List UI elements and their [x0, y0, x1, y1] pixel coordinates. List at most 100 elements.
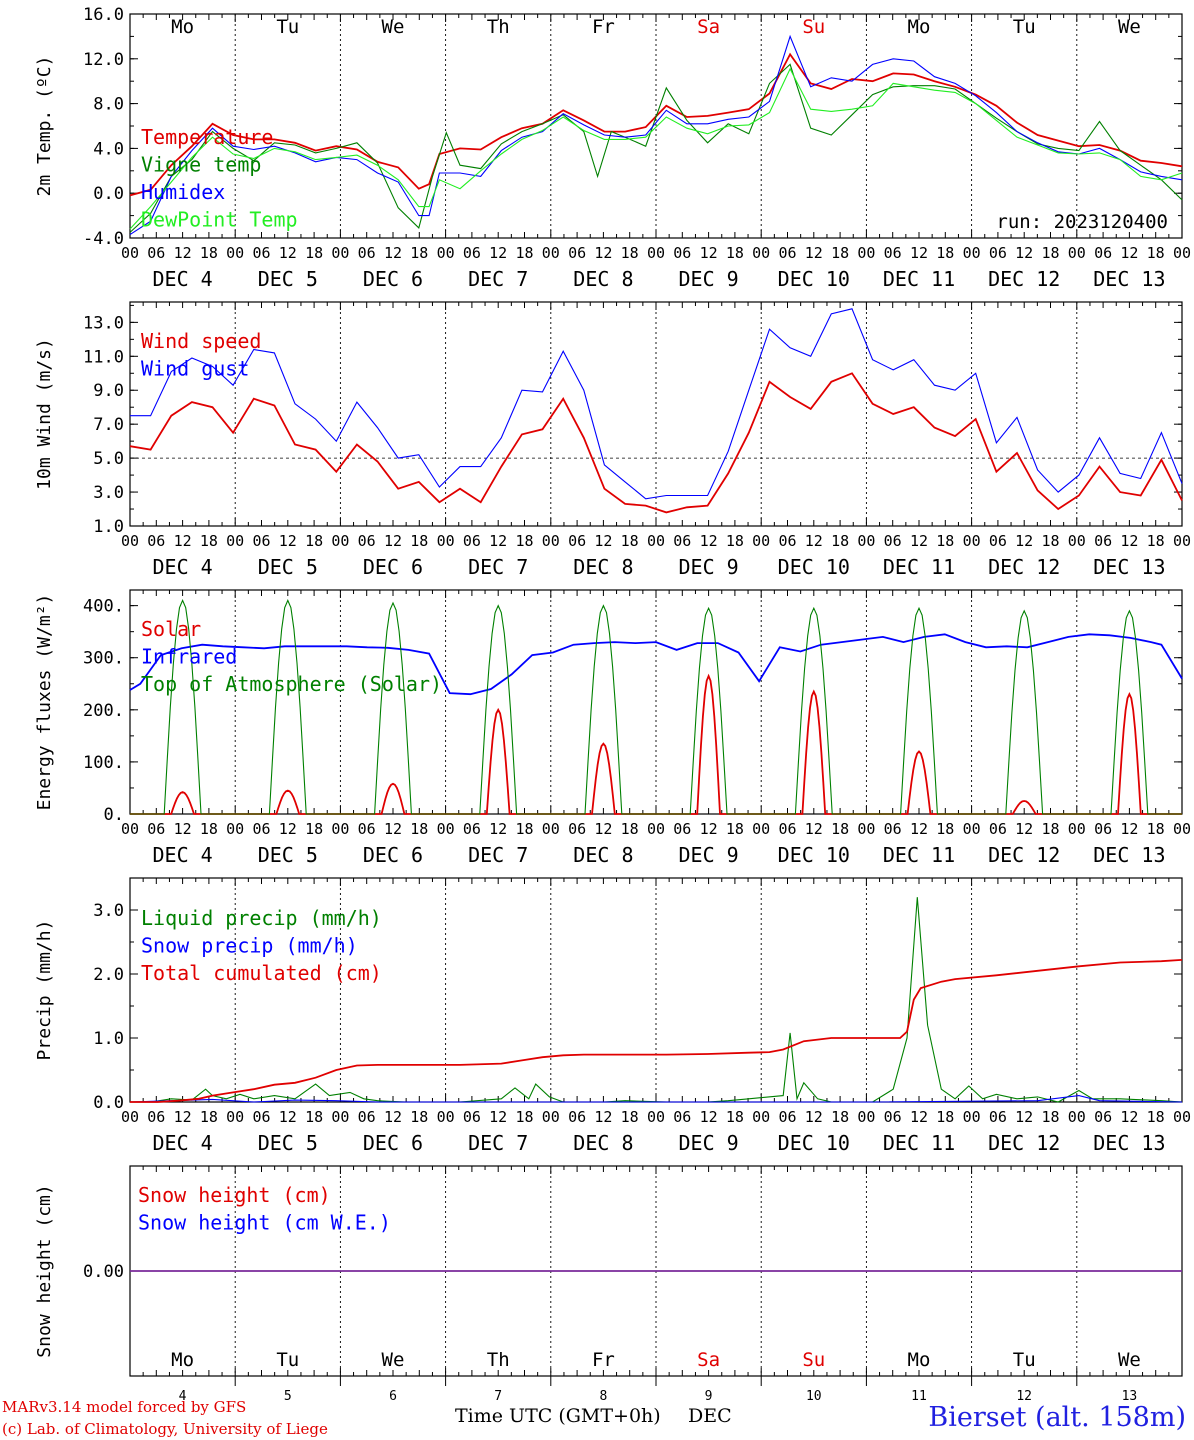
date-label: DEC 13 [1093, 555, 1165, 579]
date-label: DEC 6 [363, 555, 423, 579]
hour-tick-label: 12 [489, 820, 507, 838]
weekday-label: Su [802, 1349, 825, 1371]
hour-tick-label: 18 [1147, 1108, 1165, 1126]
y-tick-label: 12.0 [83, 50, 124, 70]
run-label: run: 2023120400 [996, 211, 1168, 233]
hour-tick-label: 06 [884, 532, 902, 550]
hour-tick-label: 12 [594, 820, 612, 838]
hour-tick-label: 06 [778, 532, 796, 550]
y-axis-label: Precip (mm/h) [34, 920, 55, 1061]
model-credit: MARv3.14 model forced by GFS [2, 1398, 247, 1416]
hour-tick-label: 18 [305, 244, 323, 262]
date-label: DEC 7 [468, 843, 528, 867]
hour-tick-label: 00 [226, 820, 244, 838]
y-tick-label: 200. [83, 701, 124, 721]
hour-tick-label: 12 [489, 532, 507, 550]
hour-tick-label: 06 [252, 1108, 270, 1126]
legend-entry: Wind gust [141, 357, 249, 381]
date-label: DEC 11 [883, 1131, 955, 1155]
y-tick-label: 11.0 [83, 347, 124, 367]
hour-tick-label: 00 [963, 532, 981, 550]
hour-tick-label: 12 [594, 532, 612, 550]
hour-tick-label: 06 [568, 1108, 586, 1126]
hour-tick-label: 12 [279, 244, 297, 262]
y-tick-label: 1.0 [93, 517, 124, 537]
hour-tick-label: 06 [147, 532, 165, 550]
hour-tick-label: 12 [279, 532, 297, 550]
hour-tick-label: 06 [989, 1108, 1007, 1126]
date-label: DEC 4 [152, 1131, 212, 1155]
hour-tick-label: 12 [700, 532, 718, 550]
hour-tick-label: 06 [1094, 244, 1112, 262]
hour-tick-label: 18 [831, 1108, 849, 1126]
weekday-label: Th [487, 1349, 510, 1371]
weekday-label: Mo [908, 16, 931, 38]
date-label: DEC 10 [778, 843, 850, 867]
legend-entry: Snow height (cm W.E.) [138, 1211, 391, 1235]
y-axis-label: 10m Wind (m/s) [34, 338, 55, 490]
y-tick-label: 0. [104, 805, 124, 825]
y-axis-label: 2m Temp. (ºC) [34, 56, 55, 197]
hour-tick-label: 18 [200, 244, 218, 262]
date-label: DEC 9 [678, 267, 738, 291]
hour-tick-label: 06 [1094, 532, 1112, 550]
hour-tick-label: 18 [515, 820, 533, 838]
hour-tick-label: 06 [252, 820, 270, 838]
hour-tick-label: 18 [200, 532, 218, 550]
hour-tick-label: 06 [463, 244, 481, 262]
hour-tick-label: 00 [331, 820, 349, 838]
hour-tick-label: 06 [884, 244, 902, 262]
hour-tick-label: 00 [331, 244, 349, 262]
date-label: DEC 5 [258, 267, 318, 291]
hour-tick-label: 12 [1120, 244, 1138, 262]
weekday-label: Fr [592, 1349, 615, 1371]
hour-tick-label: 00 [647, 244, 665, 262]
hour-tick-label: 00 [437, 1108, 455, 1126]
hour-tick-label: 00 [1068, 820, 1086, 838]
date-label: DEC 8 [573, 555, 633, 579]
y-tick-label: 8.0 [93, 95, 124, 115]
hour-tick-label: 18 [726, 244, 744, 262]
weekday-label: We [382, 16, 405, 38]
hour-tick-label: 12 [489, 1108, 507, 1126]
y-tick-label: 0.0 [93, 1093, 124, 1113]
hour-tick-label: 18 [831, 820, 849, 838]
date-number-label: 7 [494, 1389, 502, 1404]
y-axis-label: Snow height (cm) [34, 1184, 55, 1357]
date-label: DEC 9 [678, 843, 738, 867]
hour-tick-label: 00 [542, 820, 560, 838]
date-label: DEC 6 [363, 267, 423, 291]
date-label: DEC 13 [1093, 1131, 1165, 1155]
series-line-humidex [129, 34, 1183, 236]
series-line-top-of-atmosphere-solar- [130, 598, 1182, 815]
hour-tick-label: 12 [910, 820, 928, 838]
legend-entry: Liquid precip (mm/h) [141, 906, 382, 930]
hour-tick-label: 06 [778, 244, 796, 262]
hour-tick-label: 12 [174, 1108, 192, 1126]
hour-tick-label: 06 [252, 244, 270, 262]
weekday-label: Tu [276, 16, 299, 38]
hour-tick-label: 00 [542, 244, 560, 262]
hour-tick-label: 18 [1041, 532, 1059, 550]
hour-tick-label: 06 [463, 1108, 481, 1126]
hour-tick-label: 18 [831, 244, 849, 262]
hour-tick-label: 00 [857, 532, 875, 550]
hour-tick-label: 18 [936, 820, 954, 838]
weekday-label: We [1118, 16, 1141, 38]
date-label: DEC 8 [573, 267, 633, 291]
date-label: DEC 12 [988, 267, 1060, 291]
hour-tick-label: 18 [1147, 244, 1165, 262]
date-number-label: 10 [806, 1389, 822, 1404]
hour-tick-label: 00 [963, 1108, 981, 1126]
weekday-label: Sa [697, 16, 720, 38]
y-tick-label: 3.0 [93, 483, 124, 503]
station-label: Bierset (alt. 158m) [928, 1402, 1186, 1433]
hour-tick-label: 18 [515, 244, 533, 262]
hour-tick-label: 18 [1147, 532, 1165, 550]
hour-tick-label: 18 [726, 1108, 744, 1126]
weekday-label: We [382, 1349, 405, 1371]
date-label: DEC 4 [152, 843, 212, 867]
date-label: DEC 8 [573, 1131, 633, 1155]
hour-tick-label: 12 [279, 1108, 297, 1126]
